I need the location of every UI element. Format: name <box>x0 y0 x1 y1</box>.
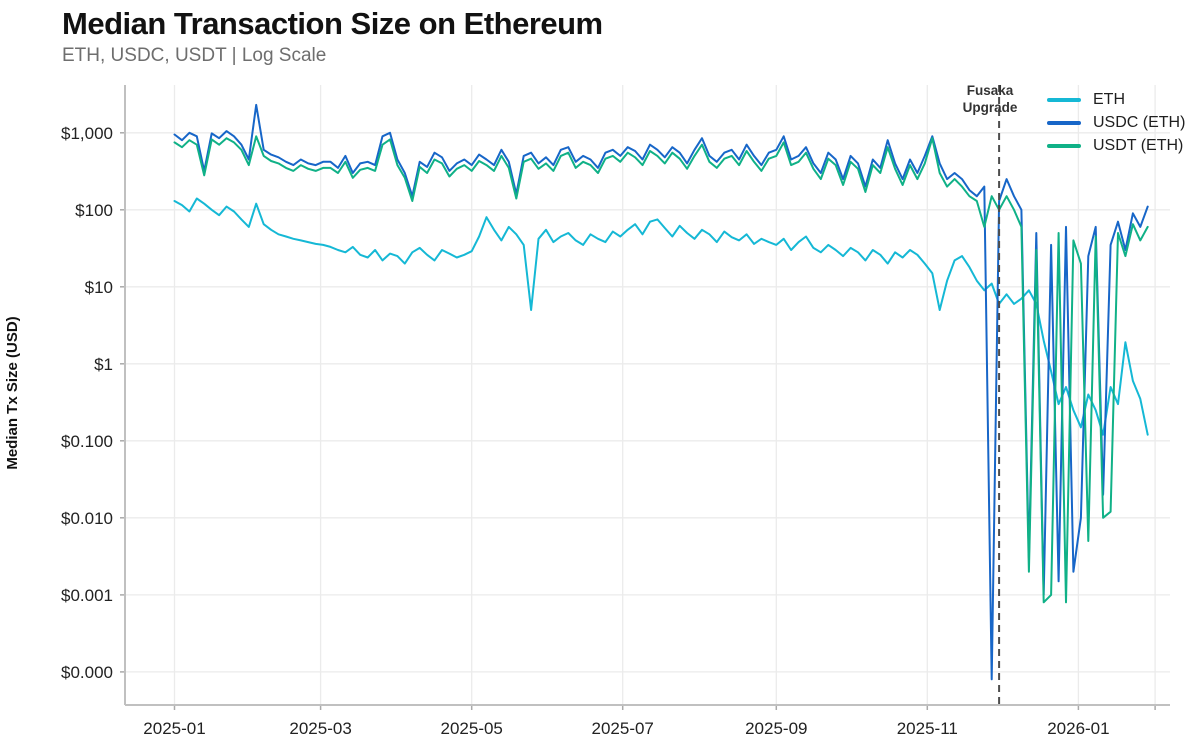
x-tick-label: 2025-05 <box>441 719 503 738</box>
chart-title: Median Transaction Size on Ethereum <box>62 6 603 41</box>
series-line-usdc-eth <box>173 103 1149 681</box>
usdc-line-swatch <box>1047 121 1081 125</box>
x-tick-label: 2025-07 <box>592 719 654 738</box>
y-tick-label: $0.000 <box>61 663 113 682</box>
fusaka-upgrade-annotation: Fusaka Upgrade <box>962 83 1018 115</box>
y-tick-label: $0.100 <box>61 432 113 451</box>
legend-label-eth: ETH <box>1093 91 1125 108</box>
x-tick-label: 2025-11 <box>897 719 958 738</box>
legend: ETH USDC (ETH) USDT (ETH) <box>1047 91 1186 154</box>
y-tick-label: $1,000 <box>61 124 113 143</box>
y-tick-label: $10 <box>85 278 113 297</box>
x-tick-label: 2025-03 <box>289 719 351 738</box>
series-line-usdt-eth <box>173 135 1149 604</box>
usdt-line-swatch <box>1047 144 1081 148</box>
y-tick-label: $0.001 <box>61 586 113 605</box>
legend-item-usdt: USDT (ETH) <box>1047 137 1185 154</box>
legend-label-usdt: USDT (ETH) <box>1093 137 1184 154</box>
y-tick-label: $1 <box>94 355 113 374</box>
legend-item-eth: ETH <box>1047 91 1185 108</box>
legend-label-usdc: USDC (ETH) <box>1093 114 1186 131</box>
x-tick-label: 2026-01 <box>1047 719 1109 738</box>
y-tick-label: $0.010 <box>61 509 113 528</box>
eth-line-swatch <box>1047 98 1081 102</box>
chart-subtitle: ETH, USDC, USDT | Log Scale <box>62 45 327 66</box>
x-tick-label: 2025-01 <box>143 719 205 738</box>
legend-item-usdc: USDC (ETH) <box>1047 114 1186 131</box>
x-tick-label: 2025-09 <box>745 719 807 738</box>
y-axis-title: Median Tx Size (USD) <box>4 316 21 469</box>
chart-header: Median Transaction Size on Ethereum ETH,… <box>62 6 603 67</box>
y-tick-label: $100 <box>75 201 113 220</box>
